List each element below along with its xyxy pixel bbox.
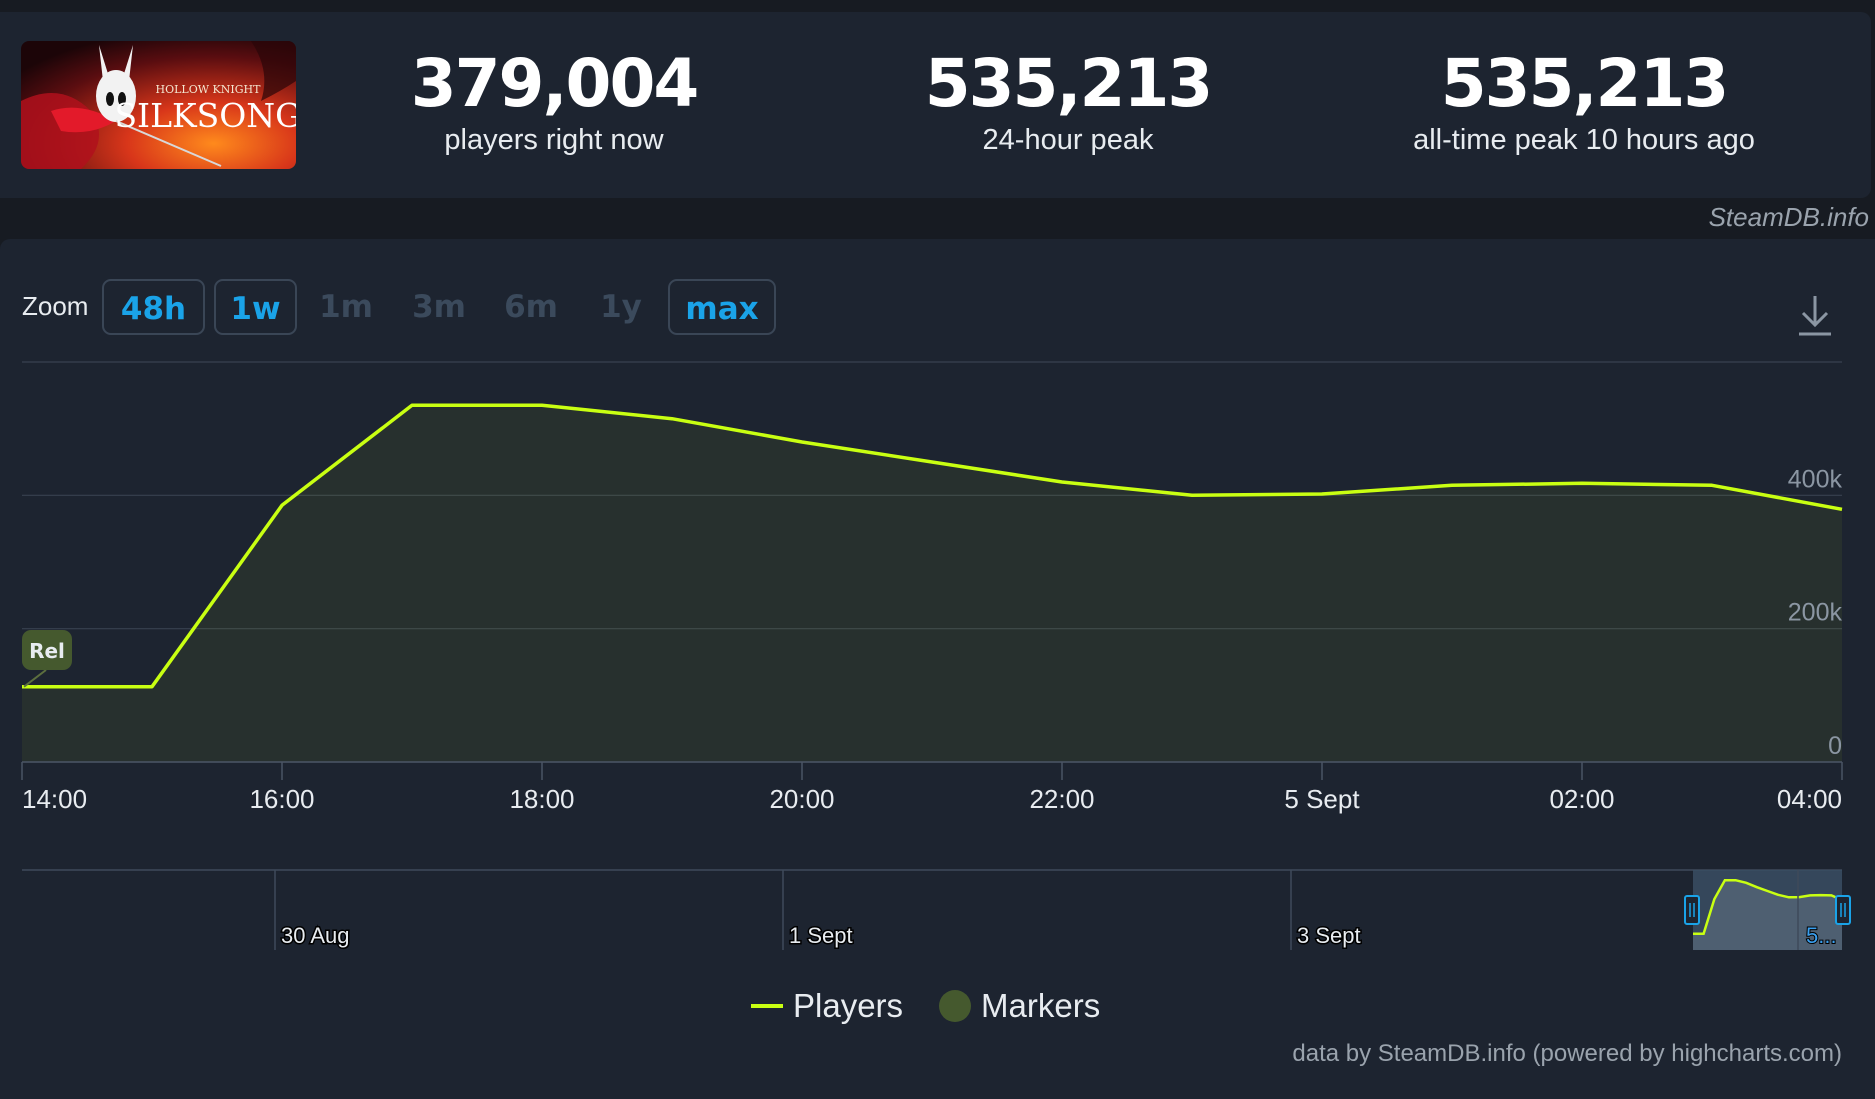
players-point [150, 685, 154, 689]
navigator-date-label: 3 Sept [1297, 923, 1361, 948]
players-point [1840, 507, 1844, 511]
navigator-left-handle[interactable] [1684, 895, 1700, 925]
players-point [800, 440, 804, 444]
peak-24h-label: 24-hour peak [982, 124, 1154, 156]
players-area [22, 405, 1842, 762]
zoom-max-button[interactable]: max [668, 279, 776, 335]
chart-panel [0, 239, 1875, 1099]
x-tick-label: 22:00 [1029, 784, 1094, 814]
navigator-mini-line [1693, 878, 1843, 935]
download-icon[interactable] [1795, 292, 1835, 338]
players-line [22, 403, 1843, 689]
y-tick-label: 0 [1828, 732, 1842, 760]
players-line-group [20, 403, 1844, 689]
players-point [280, 503, 284, 507]
players-area-fill [22, 405, 1842, 762]
zoom-1m-button[interactable]: 1m [319, 289, 373, 325]
navigator[interactable]: 30 Aug 1 Sept 3 Sept 5... [22, 869, 1851, 950]
players-legend-swatch [751, 1004, 783, 1008]
cover-art: HOLLOW KNIGHT SILKSONG [21, 41, 296, 169]
stat-24h-peak: 535,213 24-hour peak [858, 44, 1278, 158]
navigator-right-handle[interactable] [1835, 895, 1851, 925]
x-axis: 14:00 16:00 18:00 20:00 22:00 5 Sept 02:00 04:0… [21, 761, 1843, 814]
cover-title-small: HOLLOW KNIGHT [156, 83, 262, 96]
stat-all-time-peak: 535,213 all-time peak 10 hours ago [1374, 44, 1794, 158]
players-point [1580, 481, 1584, 485]
peak-24h-value: 535,213 [924, 45, 1214, 122]
current-players-value: 379,004 [410, 45, 700, 122]
x-tick-label: 04:00 [1777, 784, 1842, 814]
chart-legend: Players Markers [751, 986, 1100, 1026]
players-point [1450, 483, 1454, 487]
zoom-6m-button[interactable]: 6m [504, 289, 558, 325]
navigator-selection [1693, 870, 1842, 950]
navigator-date-label: 5... [1806, 923, 1837, 948]
cover-title-big: SILKSONG [114, 96, 296, 135]
legend-markers[interactable]: Markers [981, 987, 1101, 1024]
players-point [1060, 480, 1064, 484]
stats-panel: HOLLOW KNIGHT SILKSONG 379,004 players r… [0, 12, 1871, 198]
marker-flag [22, 630, 72, 670]
x-tick-label: 5 Sept [1284, 784, 1360, 814]
zoom-3m-button[interactable]: 3m [412, 289, 466, 325]
players-point [930, 460, 934, 464]
all-time-peak-value: 535,213 [1440, 45, 1730, 122]
zoom-48h-button[interactable]: 48h [102, 279, 205, 335]
zoom-1y-button[interactable]: 1y [600, 289, 642, 325]
stat-current-players: 379,004 players right now [344, 44, 764, 158]
legend-players[interactable]: Players [793, 987, 904, 1024]
all-time-peak-label: all-time peak 10 hours ago [1413, 124, 1755, 156]
navigator-date-label: 30 Aug [281, 923, 350, 948]
marker-group[interactable]: Rel [22, 630, 72, 688]
y-tick-label: 400k [1788, 465, 1843, 493]
game-cover-image[interactable]: HOLLOW KNIGHT SILKSONG [21, 41, 296, 169]
top-bar [0, 0, 1875, 12]
marker-label: Rel [29, 639, 65, 663]
y-axis-labels: 0 200k 400k [1788, 465, 1843, 760]
navigator-mini-area [1693, 880, 1842, 950]
x-tick-label: 02:00 [1549, 784, 1614, 814]
players-point [540, 403, 544, 407]
current-players-label: players right now [444, 124, 664, 156]
players-point [1190, 493, 1194, 497]
players-point [20, 685, 24, 689]
navigator-date-label: 1 Sept [789, 923, 853, 948]
x-tick-label: 14:00 [22, 784, 87, 814]
steamdb-credit[interactable]: SteamDB.info [1708, 202, 1869, 232]
players-point [410, 403, 414, 407]
marker-stem [23, 669, 47, 688]
players-point [1710, 483, 1714, 487]
y-tick-label: 200k [1788, 599, 1843, 627]
data-credit[interactable]: data by SteamDB.info (powered by highcha… [1292, 1040, 1842, 1067]
markers-legend-swatch [939, 990, 972, 1022]
zoom-label: Zoom [22, 291, 89, 321]
players-point [670, 417, 674, 421]
zoom-1w-button[interactable]: 1w [214, 279, 297, 335]
players-point [1320, 492, 1324, 496]
x-tick-label: 16:00 [249, 784, 314, 814]
x-tick-label: 18:00 [509, 784, 574, 814]
x-tick-label: 20:00 [769, 784, 834, 814]
